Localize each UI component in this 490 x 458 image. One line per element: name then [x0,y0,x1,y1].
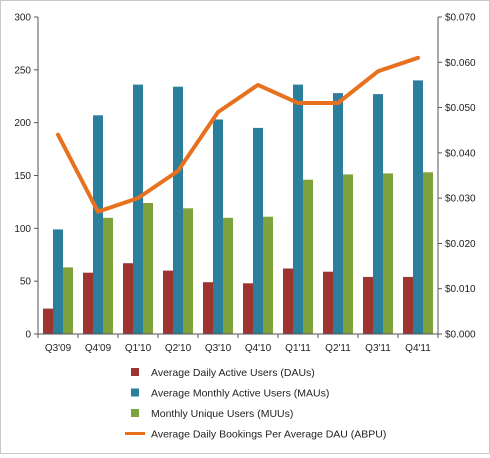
bar-3-q110 [143,203,153,334]
bar-2-q409 [93,115,103,334]
right-tick-label: $0.010 [445,284,476,295]
bar-2-q411 [413,80,423,335]
legend-label-2: Average Monthly Active Users (MAUs) [151,388,329,400]
x-tick-label: Q4'10 [245,343,272,354]
bar-3-q311 [383,173,393,334]
bar-1-q409 [83,272,93,334]
legend-label-1: Average Daily Active Users (DAUs) [151,367,315,379]
bar-2-q110 [133,84,143,334]
left-tick-label: 100 [14,224,31,235]
bar-1-q309 [43,308,53,334]
plot-area [43,55,433,335]
right-tick-label: $0.050 [445,103,476,114]
left-tick-label: 0 [25,330,31,341]
legend-swatch-2 [131,388,139,397]
legend-label-4: Average Daily Bookings Per Average DAU (… [151,429,386,441]
bar-2-q210 [173,86,183,334]
x-tick-label: Q3'09 [45,343,72,354]
bar-1-q211 [323,271,333,334]
x-tick-label: Q4'11 [405,343,431,354]
bar-1-q111 [283,268,293,334]
bar-3-q409 [103,217,113,334]
left-tick-label: 300 [14,13,31,24]
bar-3-q310 [223,217,233,334]
right-tick-label: $0.040 [445,148,476,159]
x-tick-label: Q1'10 [125,343,152,354]
bar-1-q410 [243,283,253,334]
right-tick-label: $0.000 [445,330,476,341]
right-tick-label: $0.020 [445,239,476,250]
bar-2-q311 [373,94,383,334]
right-tick-label: $0.030 [445,194,476,205]
bar-3-q211 [343,174,353,334]
bar-1-q110 [123,263,133,334]
legend-swatch-3 [131,409,139,417]
left-tick-label: 150 [14,171,31,182]
left-tick-label: 200 [14,118,31,129]
x-tick-label: Q1'11 [285,343,311,354]
bar-1-q311 [363,276,373,334]
bar-2-q111 [293,84,303,334]
abpu-line [56,55,420,214]
x-tick-label: Q3'10 [205,343,232,354]
bar-3-q111 [303,179,313,334]
bar-2-q211 [333,93,343,334]
left-tick-label: 250 [14,65,31,76]
bar-2-q410 [253,127,263,335]
right-tick-label: $0.070 [445,13,476,24]
bar-1-q210 [163,270,173,334]
x-tick-label: Q2'11 [325,343,351,354]
legend: Average Daily Active Users (DAUs) Average… [125,367,386,441]
right-tick-label: $0.060 [445,58,476,69]
bar-2-q309 [53,229,63,334]
bar-1-q310 [203,282,213,334]
bar-1-q411 [403,276,413,334]
bar-3-q411 [423,172,433,334]
legend-label-3: Monthly Unique Users (MUUs) [151,408,293,420]
bar-2-q310 [213,119,223,334]
left-tick-label: 50 [20,277,32,288]
x-tick-label: Q3'11 [365,343,391,354]
bar-3-q309 [63,267,73,334]
bar-3-q410 [263,216,273,334]
x-tick-label: Q2'10 [165,343,192,354]
legend-swatch-1 [131,368,139,376]
axes: 0 50 100 150 200 250 300 $0.000 $0.010 $0.020 $0.0… [14,13,476,355]
x-tick-label: Q4'09 [85,343,112,354]
bar-3-q210 [183,208,193,334]
